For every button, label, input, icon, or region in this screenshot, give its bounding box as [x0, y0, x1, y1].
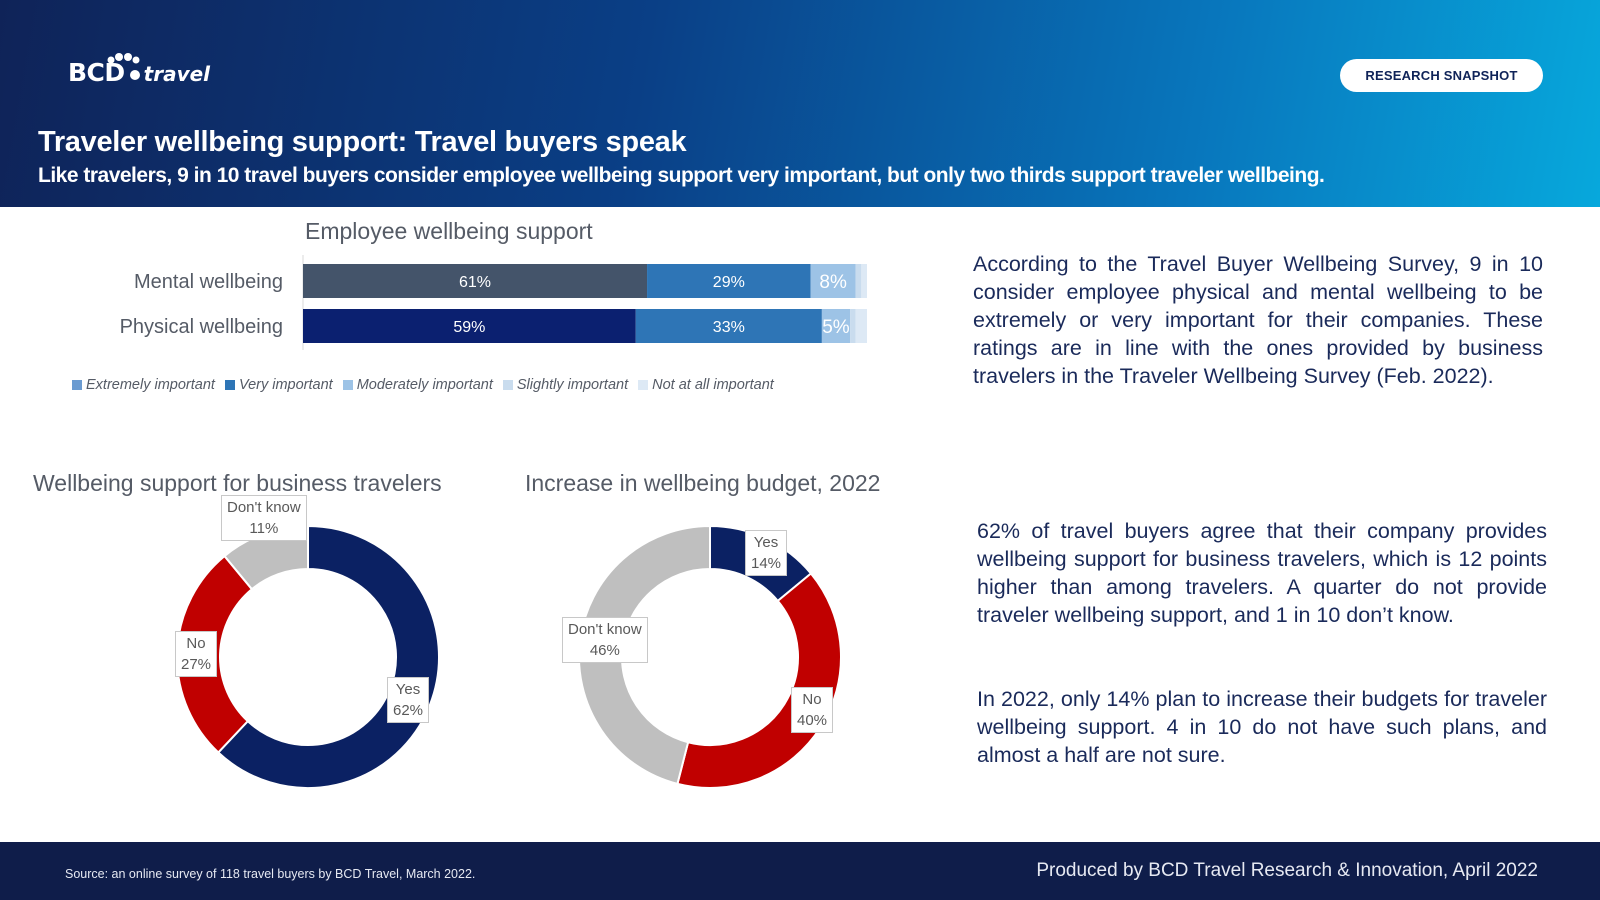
donut2-title: Increase in wellbeing budget, 2022 [525, 470, 881, 496]
legend-swatch [502, 380, 513, 390]
bar-segment [861, 264, 867, 298]
donut-data-label: No 40% [791, 687, 834, 733]
bar-segment [303, 264, 648, 298]
employee-wellbeing-bar-chart: Mental wellbeing 61% 29% 8% Physical wellbei… [120, 255, 867, 350]
page-title: Traveler wellbeing support: Travel buyer… [38, 126, 687, 158]
legend-label: Extremely important [86, 377, 215, 393]
legend-swatch [638, 380, 649, 390]
bar-data-label: 61% [459, 274, 491, 291]
legend-label: Moderately important [356, 377, 493, 393]
bar-segment [647, 264, 811, 298]
donut-data-label: No 27% [175, 631, 218, 677]
bar-segment [821, 309, 851, 343]
bar-segment [810, 264, 856, 298]
legend-swatch [342, 380, 353, 390]
bar-segment [635, 309, 822, 343]
legend-item: Slightly important [502, 377, 629, 393]
bar-segment [855, 264, 862, 298]
donut-data-label: Yes 62% [387, 677, 430, 723]
produced-by-note: Produced by BCD Travel Research & Innova… [1036, 860, 1538, 881]
legend-label: Very important [238, 377, 333, 393]
bar-segment [855, 309, 867, 343]
bar-data-label: 33% [713, 319, 745, 336]
bar-segment [850, 309, 856, 343]
bar-chart-title: Employee wellbeing support [305, 218, 593, 244]
donut-data-label: Yes 14% [745, 530, 788, 576]
logo-bubbles-icon [107, 53, 140, 64]
legend-item: Not at all important [638, 377, 774, 393]
logo-dot [129, 69, 140, 80]
donut-slice [223, 524, 309, 591]
bar-data-label: 5% [822, 317, 850, 338]
source-note: Source: an online survey of 118 travel b… [65, 867, 476, 881]
research-snapshot-badge: RESEARCH SNAPSHOT [1340, 59, 1543, 92]
bar-chart-legend: Extremely important Very important Moderat… [72, 377, 774, 393]
paragraph-support: 62% of travel buyers agree that their co… [977, 519, 1547, 627]
donut-slice [216, 524, 440, 789]
donut-data-label: Don't know 46% [562, 617, 648, 663]
donut-slice [676, 572, 842, 789]
legend-label: Not at all important [652, 377, 774, 393]
paragraph-buyer-survey: According to the Travel Buyer Wellbeing … [973, 252, 1543, 388]
bar-category-label: Mental wellbeing [134, 271, 283, 293]
legend-label: Slightly important [516, 377, 629, 393]
bar-data-label: 8% [819, 272, 847, 293]
footer-bar [0, 842, 1600, 900]
legend-item: Very important [224, 377, 333, 393]
donut1-title: Wellbeing support for business travelers [33, 470, 442, 496]
legend-swatch [224, 380, 235, 390]
bar-segment [303, 309, 636, 343]
legend-item: Extremely important [72, 377, 215, 393]
paragraph-budget: In 2022, only 14% plan to increase their… [977, 687, 1547, 767]
donut-slice [578, 524, 711, 786]
page-subtitle: Like travelers, 9 in 10 travel buyers co… [38, 164, 1325, 187]
bar-data-label: 29% [713, 274, 745, 291]
donut-data-label: Don't know 11% [221, 495, 307, 541]
bcd-travel-logo[interactable]: BCD travel [68, 53, 211, 87]
bar-data-label: 59% [453, 319, 485, 336]
legend-swatch [72, 380, 82, 390]
legend-item: Moderately important [342, 377, 493, 393]
logo-wordmark: BCD [68, 58, 125, 87]
bar-category-label: Physical wellbeing [120, 316, 283, 338]
header-banner: BCD travel RESEARCH SNAPSHOT Traveler we… [0, 0, 1600, 207]
logo-suffix: travel [143, 61, 211, 86]
